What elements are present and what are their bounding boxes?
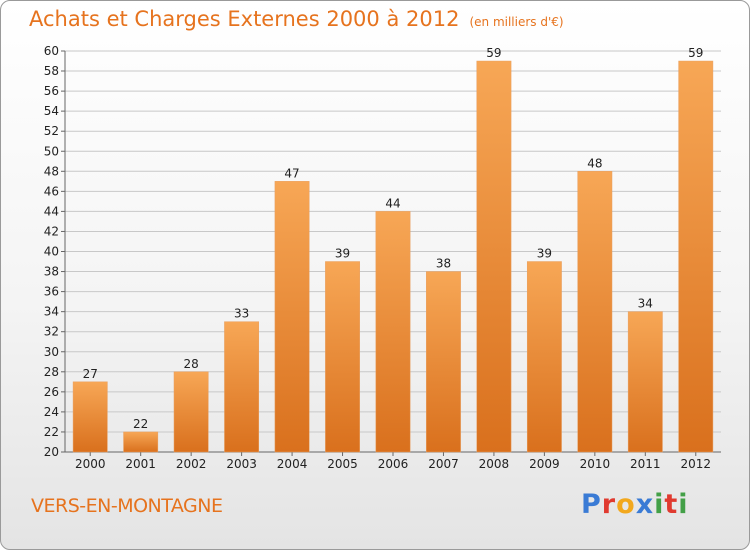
y-tick-label: 50: [44, 144, 59, 158]
y-tick-label: 22: [44, 425, 59, 439]
y-tick-label: 34: [44, 305, 59, 319]
x-tick-label: 2009: [529, 457, 560, 471]
y-tick-label: 30: [44, 345, 59, 359]
y-tick-label: 20: [44, 445, 59, 459]
y-tick-label: 40: [44, 245, 59, 259]
y-tick-label: 54: [44, 104, 59, 118]
x-tick-label: 2008: [479, 457, 510, 471]
y-tick-label: 52: [44, 124, 59, 138]
logo-letter: o: [616, 489, 636, 520]
y-tick-label: 42: [44, 224, 59, 238]
bar-2004: [274, 181, 310, 453]
value-label: 33: [234, 307, 249, 321]
x-tick-label: 2012: [680, 457, 711, 471]
x-tick-label: 2011: [630, 457, 661, 471]
bar-2002: [173, 371, 209, 453]
y-tick-label: 24: [44, 405, 59, 419]
value-label: 39: [537, 247, 552, 261]
y-tick-label: 48: [44, 164, 59, 178]
bar-2012: [678, 60, 714, 453]
bar-2009: [526, 261, 562, 453]
y-tick-label: 28: [44, 365, 59, 379]
x-tick-label: 2006: [378, 457, 409, 471]
y-tick-label: 26: [44, 385, 59, 399]
logo-letter: P: [581, 489, 602, 520]
chart-title-text: Achats et Charges Externes 2000 à 2012: [29, 7, 460, 31]
x-tick-label: 2000: [75, 457, 106, 471]
value-label: 22: [133, 417, 148, 431]
bar-2005: [325, 261, 360, 453]
logo-letter: i: [654, 489, 665, 520]
value-label: 27: [83, 367, 98, 381]
y-tick-label: 32: [44, 325, 59, 339]
value-label: 38: [436, 257, 451, 271]
x-tick-label: 2002: [176, 457, 207, 471]
data-labels: 27 22 28 33 47 39 44 38 59 39 48 34 59: [83, 46, 704, 431]
bar-2003: [224, 321, 260, 453]
y-tick-label: 60: [44, 44, 59, 58]
y-tick-label: 46: [44, 184, 59, 198]
bar-2001: [123, 431, 159, 453]
x-tick-label: 2005: [327, 457, 358, 471]
y-tick-label: 36: [44, 285, 59, 299]
chart-unit: (en milliers d'€): [469, 15, 564, 29]
logo-letter: i: [678, 489, 689, 520]
x-tick-label: 2007: [428, 457, 459, 471]
x-tick-label: 2004: [277, 457, 308, 471]
value-label: 39: [335, 247, 350, 261]
bar-2011: [627, 311, 663, 453]
proxiti-logo: Proxiti: [581, 489, 689, 520]
bar-2007: [426, 271, 461, 453]
y-tick-label: 44: [44, 204, 59, 218]
value-label: 59: [688, 46, 703, 60]
x-tick-label: 2003: [226, 457, 257, 471]
bars: [72, 60, 714, 453]
value-label: 47: [284, 166, 299, 180]
value-label: 34: [638, 297, 653, 311]
bar-2008: [476, 60, 512, 453]
bar-2006: [375, 211, 411, 453]
town-name: VERS-EN-MONTAGNE: [31, 495, 223, 517]
x-tick-label: 2001: [125, 457, 156, 471]
logo-letter: t: [664, 489, 679, 520]
y-tick-label: 38: [44, 265, 59, 279]
value-label: 44: [385, 196, 400, 210]
bar-2000: [72, 381, 108, 453]
value-label: 28: [184, 357, 199, 371]
x-tick-label: 2010: [580, 457, 611, 471]
y-tick-label: 56: [44, 84, 59, 98]
bar-2010: [577, 171, 613, 453]
logo-letter: x: [635, 489, 655, 520]
value-label: 48: [587, 156, 602, 170]
value-label: 59: [486, 46, 501, 60]
y-tick-label: 58: [44, 64, 59, 78]
logo-letter: r: [601, 489, 617, 520]
chart-title: Achats et Charges Externes 2000 à 2012 (e…: [29, 7, 564, 31]
